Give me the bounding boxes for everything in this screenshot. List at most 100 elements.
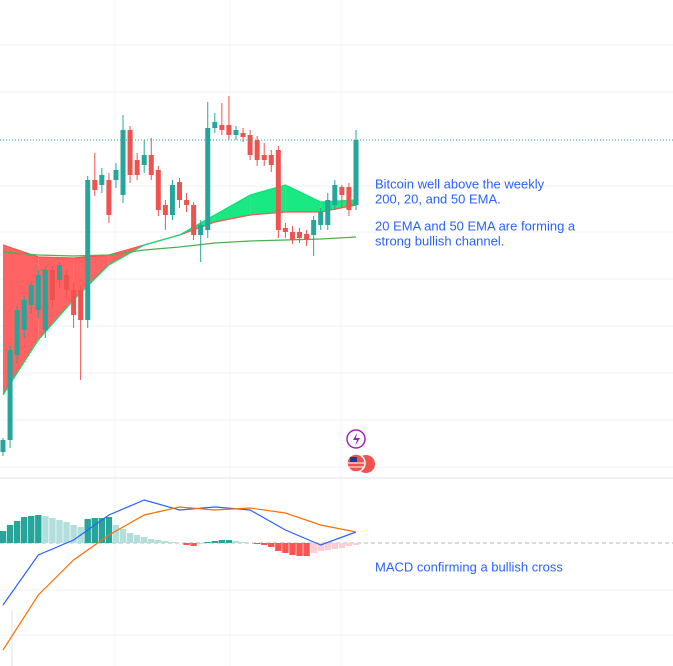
histogram-bar <box>84 519 91 543</box>
histogram-bar <box>63 522 70 543</box>
candle-body <box>120 130 126 195</box>
histogram-bar <box>352 543 360 545</box>
histogram-bar <box>183 543 190 545</box>
candle-body <box>212 122 218 128</box>
candle-body <box>49 270 55 300</box>
histogram-bar <box>148 539 155 543</box>
histogram-bar <box>253 543 261 544</box>
candle-body <box>311 220 317 235</box>
histogram-bar <box>133 535 141 543</box>
histogram-bar <box>112 525 120 543</box>
ema-cloud <box>285 185 321 212</box>
histogram-bar <box>162 541 169 543</box>
histogram-bar <box>126 533 134 543</box>
histogram-bar <box>261 543 268 545</box>
histogram-bar <box>105 517 113 543</box>
candle-body <box>42 270 48 330</box>
candle-body <box>71 290 77 315</box>
candle-body <box>205 128 211 230</box>
histogram-bar <box>91 518 98 543</box>
candle-body <box>141 155 147 165</box>
histogram-bar <box>324 543 331 550</box>
histogram-bar <box>141 537 148 543</box>
line-series <box>2 236 357 257</box>
candle-body <box>219 125 225 130</box>
candle-body <box>339 187 345 195</box>
histogram-bar <box>275 543 282 551</box>
event-icon-bolt <box>353 433 360 446</box>
candle-body <box>318 212 324 225</box>
candle-body <box>191 205 197 235</box>
histogram-bar <box>211 541 218 543</box>
histogram-bar <box>70 525 77 543</box>
candle-body <box>92 180 98 190</box>
ema-cloud <box>73 255 109 300</box>
histogram-bar <box>331 543 339 549</box>
histogram-bar <box>190 543 197 546</box>
histogram-bar <box>338 543 346 548</box>
annotation: strong bullish channel. <box>375 233 504 248</box>
candle-body <box>162 205 168 215</box>
histogram-bar <box>225 540 233 543</box>
histogram-bar <box>169 542 176 543</box>
candle-body <box>275 150 281 230</box>
candle-body <box>282 228 288 232</box>
candle-body <box>240 133 246 137</box>
candle-body <box>254 140 260 160</box>
histogram-bar <box>303 543 310 556</box>
histogram-bar <box>56 520 63 543</box>
candle-body <box>155 170 161 210</box>
histogram-bar <box>119 529 127 543</box>
candle-body <box>113 170 119 180</box>
histogram-bar <box>317 543 324 551</box>
candle-body <box>85 180 91 320</box>
candle-body <box>169 185 175 215</box>
candle-body <box>35 275 41 310</box>
line-series <box>2 506 357 651</box>
candle-body <box>127 130 133 175</box>
candle-body <box>233 130 239 135</box>
histogram-bar <box>239 542 247 543</box>
flag-canton <box>350 457 357 462</box>
candle-body <box>64 275 70 290</box>
candle-body <box>332 185 338 205</box>
candle-body <box>177 182 182 200</box>
candle-body <box>346 187 352 210</box>
candle-body <box>78 290 84 320</box>
histogram-bar <box>13 521 21 543</box>
histogram-bar <box>42 516 49 543</box>
candle-body <box>289 232 295 240</box>
candle-body <box>304 234 310 240</box>
candle-body <box>268 155 274 165</box>
histogram-bar <box>0 531 7 543</box>
candle-body <box>247 135 253 155</box>
event-icons <box>346 429 375 473</box>
candle-body <box>325 200 331 225</box>
candle-body <box>261 155 267 160</box>
histogram-bar <box>289 543 296 555</box>
candle-body <box>106 180 112 215</box>
candle-body <box>21 300 27 330</box>
annotation: Bitcoin well above the weekly <box>375 176 545 191</box>
histogram-bar <box>197 543 204 544</box>
candle-body <box>184 200 190 205</box>
histogram-bar <box>35 515 42 543</box>
candle-body <box>99 175 105 185</box>
histogram-bar <box>204 542 211 543</box>
histogram-bar <box>98 518 106 543</box>
candle-body <box>7 350 13 440</box>
histogram-bar <box>49 518 56 543</box>
candle-body <box>353 140 359 205</box>
histogram-bar <box>232 541 240 543</box>
histogram-bar <box>268 543 275 547</box>
histogram-bar <box>20 517 28 543</box>
candle-body <box>28 285 34 305</box>
candle-body <box>198 225 204 235</box>
candle-body <box>226 125 232 135</box>
annotation: 20 EMA and 50 EMA are forming a <box>375 218 576 233</box>
histogram-bar <box>28 516 35 543</box>
line-series <box>2 499 357 606</box>
histogram-bar <box>282 543 289 553</box>
